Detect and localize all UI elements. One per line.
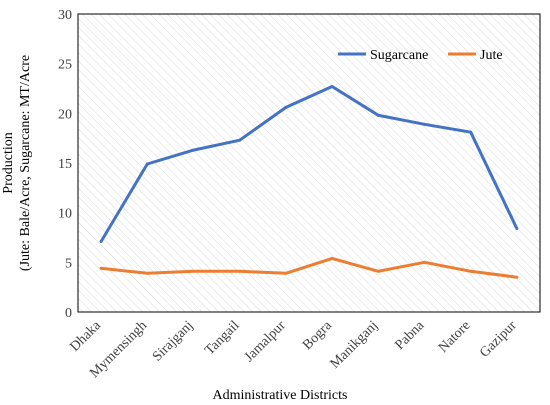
data-point-sugarcane	[423, 122, 426, 126]
y-tick-label: 15	[58, 157, 72, 172]
x-tick-label: Dhaka	[67, 318, 104, 355]
data-point-jute	[284, 271, 288, 275]
series-line-sugarcane	[99, 85, 519, 243]
data-point-jute	[423, 260, 426, 264]
legend: Sugarcane Jute	[338, 48, 503, 63]
x-tick-label: Manikganj	[328, 318, 381, 371]
data-point-jute	[99, 266, 103, 270]
data-point-jute	[376, 269, 380, 273]
y-tick-label: 5	[65, 256, 72, 271]
data-point-sugarcane	[99, 239, 103, 243]
x-tick-label: Natore	[436, 318, 474, 356]
data-point-jute	[515, 275, 519, 279]
y-tick-label: 10	[58, 207, 72, 222]
data-point-sugarcane	[469, 130, 473, 134]
data-point-jute	[469, 269, 473, 273]
x-axis-title: Administrative Districts	[213, 388, 348, 403]
data-point-jute	[192, 269, 195, 273]
y-tick-label: 20	[58, 107, 72, 122]
data-point-sugarcane	[284, 105, 288, 109]
data-point-sugarcane	[515, 227, 519, 231]
data-point-jute	[145, 271, 149, 275]
x-tick-label: Gazipur	[477, 318, 520, 361]
data-point-sugarcane	[376, 113, 380, 117]
data-point-sugarcane	[238, 138, 242, 142]
data-point-sugarcane	[192, 148, 195, 152]
x-tick-label: Bogra	[300, 318, 335, 353]
legend-jute-label: Jute	[480, 48, 503, 63]
legend-sugarcane-label: Sugarcane	[370, 48, 428, 63]
series-line-jute	[100, 256, 518, 279]
data-point-jute	[330, 256, 334, 260]
y-axis-ticks: 0 5 10 15 20 25 30	[58, 8, 72, 321]
data-point-jute	[238, 269, 242, 273]
y-axis-title-line2: (Jute: Bale/Acre, Sugarcane: MT/Acre	[18, 55, 33, 271]
y-tick-label: 30	[58, 8, 72, 23]
y-tick-label: 25	[58, 58, 72, 73]
x-tick-label: Tangail	[202, 318, 242, 358]
y-tick-label: 0	[65, 306, 72, 321]
data-point-sugarcane	[330, 85, 334, 89]
x-tick-label: Sirajganj	[150, 318, 196, 364]
x-tick-label: Pabna	[393, 318, 428, 353]
series-lines	[99, 85, 519, 279]
x-tick-label: Jamalpur	[242, 318, 289, 365]
data-point-sugarcane	[145, 162, 149, 166]
y-axis-title-line1: Production	[1, 132, 16, 193]
